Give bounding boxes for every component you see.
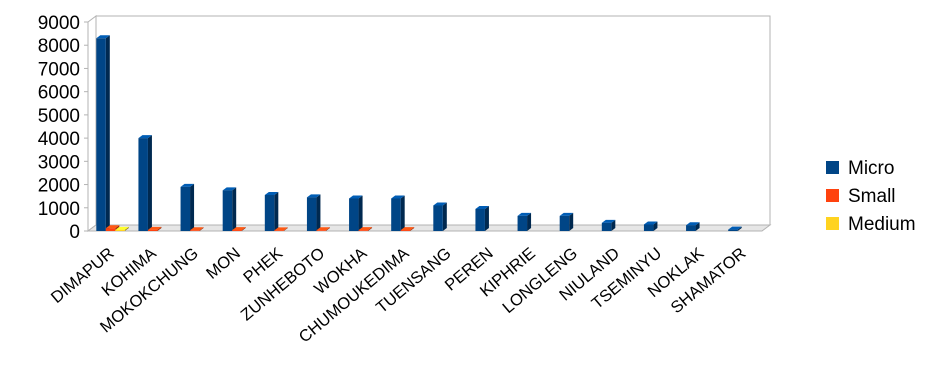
- bar: [475, 205, 489, 231]
- legend-item-micro: Micro: [826, 158, 894, 179]
- bar: [180, 183, 195, 231]
- series-small: [105, 225, 415, 231]
- x-tick-label: MON: [203, 244, 244, 283]
- bar: [400, 227, 415, 231]
- y-tick-label: 1000: [38, 199, 80, 220]
- bar: [559, 212, 574, 231]
- series-medium: [115, 226, 129, 231]
- chart-walls: [86, 15, 772, 232]
- bar: [358, 227, 373, 231]
- legend: Micro Small Medium: [826, 158, 916, 235]
- bar: [601, 219, 616, 231]
- bar: [147, 226, 162, 231]
- bar: [138, 135, 152, 231]
- y-tick-label: 8000: [38, 36, 80, 57]
- y-tick-label: 2000: [38, 176, 80, 197]
- bar: [222, 187, 237, 231]
- bar: [306, 194, 321, 231]
- y-tick-label: 7000: [38, 59, 80, 80]
- back-wall: [95, 15, 771, 226]
- bar: [190, 227, 204, 231]
- bar: [391, 195, 405, 231]
- y-tick-label: 4000: [38, 129, 80, 150]
- y-tick-label: 9000: [38, 13, 80, 34]
- legend-swatch: [826, 217, 839, 230]
- legend-swatch: [826, 189, 839, 202]
- bar: [115, 226, 129, 231]
- bar: [96, 35, 110, 231]
- bar: [643, 221, 658, 231]
- bar: [517, 212, 532, 231]
- legend-label: Medium: [848, 214, 916, 235]
- legend-label: Small: [848, 186, 896, 207]
- bar: [274, 227, 288, 231]
- y-tick-label: 0: [69, 222, 80, 243]
- bar-series-group: [96, 35, 742, 231]
- bar: [232, 227, 246, 231]
- bar: [728, 226, 742, 231]
- legend-label: Micro: [848, 158, 894, 179]
- legend-item-small: Small: [826, 186, 896, 207]
- bar: [349, 195, 363, 231]
- bar: [433, 202, 447, 231]
- bar: [686, 222, 700, 231]
- bar: [264, 192, 279, 231]
- series-micro: [96, 35, 742, 231]
- bar: [316, 227, 330, 231]
- legend-swatch: [826, 161, 839, 174]
- y-tick-label: 6000: [38, 83, 80, 104]
- y-tick-label: 3000: [38, 152, 80, 173]
- side-wall: [87, 15, 97, 232]
- legend-item-medium: Medium: [826, 214, 916, 235]
- y-tick-label: 5000: [38, 106, 80, 127]
- floor: [86, 224, 772, 232]
